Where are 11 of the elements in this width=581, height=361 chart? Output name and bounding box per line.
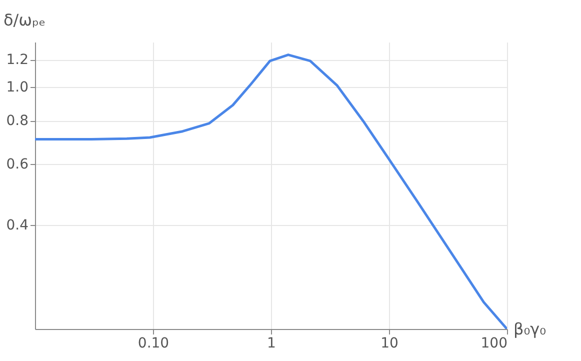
x-tick-label: 10: [380, 336, 398, 352]
y-tick-label: 0.8: [6, 113, 28, 130]
x-tick-label: 1: [267, 336, 276, 352]
y-tick-label: 0.4: [6, 217, 29, 234]
y-tick-label: 0.6: [6, 156, 29, 172]
x-tick-label: 0.10: [138, 336, 170, 352]
y-tick-label: 1.0: [6, 80, 28, 96]
x-tick-label: 100: [480, 336, 508, 352]
y-axis-title: δ/ωₚₑ: [4, 10, 46, 30]
y-tick-label: 1.2: [6, 52, 28, 68]
x-axis-title: β₀γ₀: [514, 320, 546, 338]
